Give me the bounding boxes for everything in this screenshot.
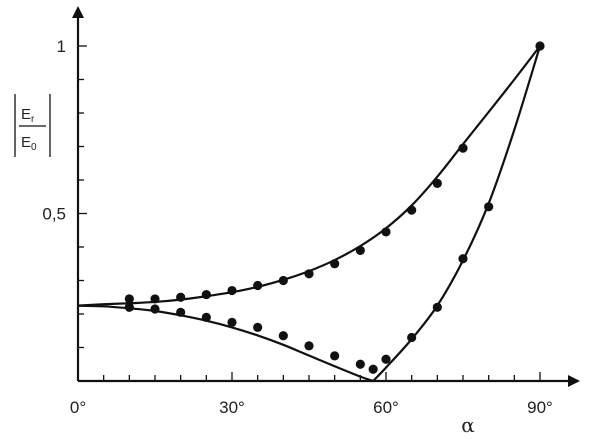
y-ticks: 0,51 <box>42 37 87 349</box>
axes <box>72 6 580 387</box>
data-point <box>407 332 417 343</box>
data-point <box>304 341 314 351</box>
data-point <box>432 178 442 188</box>
x-tick-label: 0° <box>70 398 86 417</box>
data-point <box>150 294 160 304</box>
data-point <box>201 312 211 322</box>
y-label-numerator-sub: r <box>31 114 35 125</box>
data-point <box>304 269 314 279</box>
points <box>124 41 545 374</box>
data-point <box>124 302 134 312</box>
data-point <box>407 205 417 215</box>
x-ticks: 0° 30° 60° 90° <box>70 372 553 417</box>
x-axis-label: α <box>461 413 475 437</box>
data-point <box>330 351 340 361</box>
y-label-denominator: E0 <box>21 134 37 153</box>
data-point <box>176 307 186 317</box>
data-point <box>458 143 468 153</box>
y-label-numerator-main: E <box>21 106 31 123</box>
data-point <box>201 289 211 300</box>
y-axis-label: Er E0 <box>14 94 51 157</box>
data-point <box>253 322 263 332</box>
data-point <box>330 259 340 269</box>
data-point <box>368 364 378 374</box>
y-label-denominator-main: E <box>21 134 31 151</box>
data-point <box>176 292 186 302</box>
data-point <box>381 227 391 237</box>
series-curve-1 <box>77 304 374 383</box>
data-point <box>278 275 288 286</box>
x-tick-label: 90° <box>527 398 553 417</box>
y-tick-label: 1 <box>57 37 66 56</box>
data-point <box>278 331 288 341</box>
x-tick-label: 60° <box>373 398 399 417</box>
data-point <box>227 317 237 327</box>
data-point <box>432 302 442 312</box>
data-point <box>253 280 263 291</box>
data-point <box>227 285 237 296</box>
data-point <box>484 202 494 212</box>
data-point <box>535 41 545 51</box>
series-curve-1 <box>372 45 542 382</box>
y-label-numerator: Er <box>21 106 35 125</box>
data-point <box>150 304 160 314</box>
data-point <box>124 294 134 304</box>
data-point <box>458 254 468 264</box>
data-point <box>381 354 391 364</box>
y-label-denominator-sub: 0 <box>31 142 37 153</box>
y-tick-label: 0,5 <box>42 205 66 224</box>
data-point <box>355 245 365 255</box>
x-tick-label: 30° <box>219 398 245 417</box>
data-point <box>355 359 365 369</box>
curves <box>77 45 542 383</box>
series-curve-0 <box>77 45 541 307</box>
